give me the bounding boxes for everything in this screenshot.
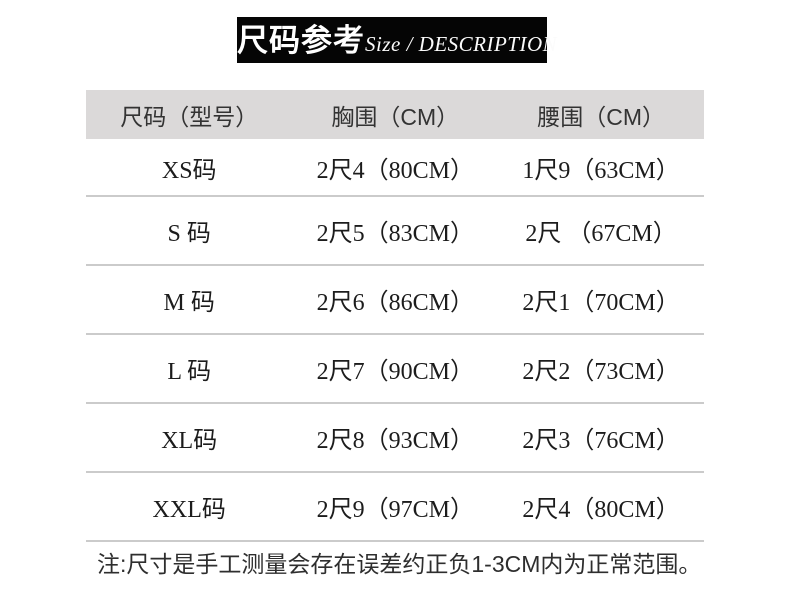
cell-waist: 2尺3（76CM） xyxy=(498,403,704,473)
table-row: XXL码 2尺9（97CM） 2尺4（80CM） xyxy=(86,472,704,542)
cell-size: S 码 xyxy=(86,196,293,266)
banner-title-english: Size / DESCRIPTION xyxy=(365,32,558,56)
measurement-tolerance-note: 注:尺寸是手工测量会存在误差约正负1-3CM内为正常范围。 xyxy=(97,551,702,577)
cell-chest: 2尺4（80CM） xyxy=(292,139,499,197)
table-header-row: 尺码（型号） 胸围（CM） 腰围（CM） xyxy=(86,90,704,139)
cell-chest: 2尺8（93CM） xyxy=(292,403,499,473)
cell-waist: 2尺2（73CM） xyxy=(498,334,704,404)
size-reference-table: 尺码（型号） 胸围（CM） 腰围（CM） XS码 2尺4（80CM） 1尺9（6… xyxy=(86,90,704,542)
table-row: S 码 2尺5（83CM） 2尺 （67CM） xyxy=(86,196,704,266)
cell-chest: 2尺5（83CM） xyxy=(292,196,499,266)
cell-size: XL码 xyxy=(86,403,293,473)
table-row: XS码 2尺4（80CM） 1尺9（63CM） xyxy=(86,139,704,197)
cell-chest: 2尺6（86CM） xyxy=(292,265,499,335)
cell-chest: 2尺7（90CM） xyxy=(292,334,499,404)
cell-waist: 2尺1（70CM） xyxy=(498,265,704,335)
cell-size: L 码 xyxy=(86,334,293,404)
table-row: L 码 2尺7（90CM） 2尺2（73CM） xyxy=(86,334,704,404)
cell-waist: 1尺9（63CM） xyxy=(498,139,704,197)
cell-waist: 2尺4（80CM） xyxy=(498,472,704,542)
table-row: M 码 2尺6（86CM） 2尺1（70CM） xyxy=(86,265,704,335)
table-row: XL码 2尺8（93CM） 2尺3（76CM） xyxy=(86,403,704,473)
cell-size: XXL码 xyxy=(86,472,293,542)
column-header-chest: 胸围（CM） xyxy=(292,90,499,139)
title-banner: 尺码参考Size / DESCRIPTION xyxy=(237,17,557,63)
cell-size: M 码 xyxy=(86,265,293,335)
cell-waist: 2尺 （67CM） xyxy=(498,196,704,266)
column-header-waist: 腰围（CM） xyxy=(498,90,704,139)
column-header-size: 尺码（型号） xyxy=(86,90,293,139)
cell-size: XS码 xyxy=(86,139,293,197)
banner-title-chinese: 尺码参考 xyxy=(237,23,365,58)
cell-chest: 2尺9（97CM） xyxy=(292,472,499,542)
